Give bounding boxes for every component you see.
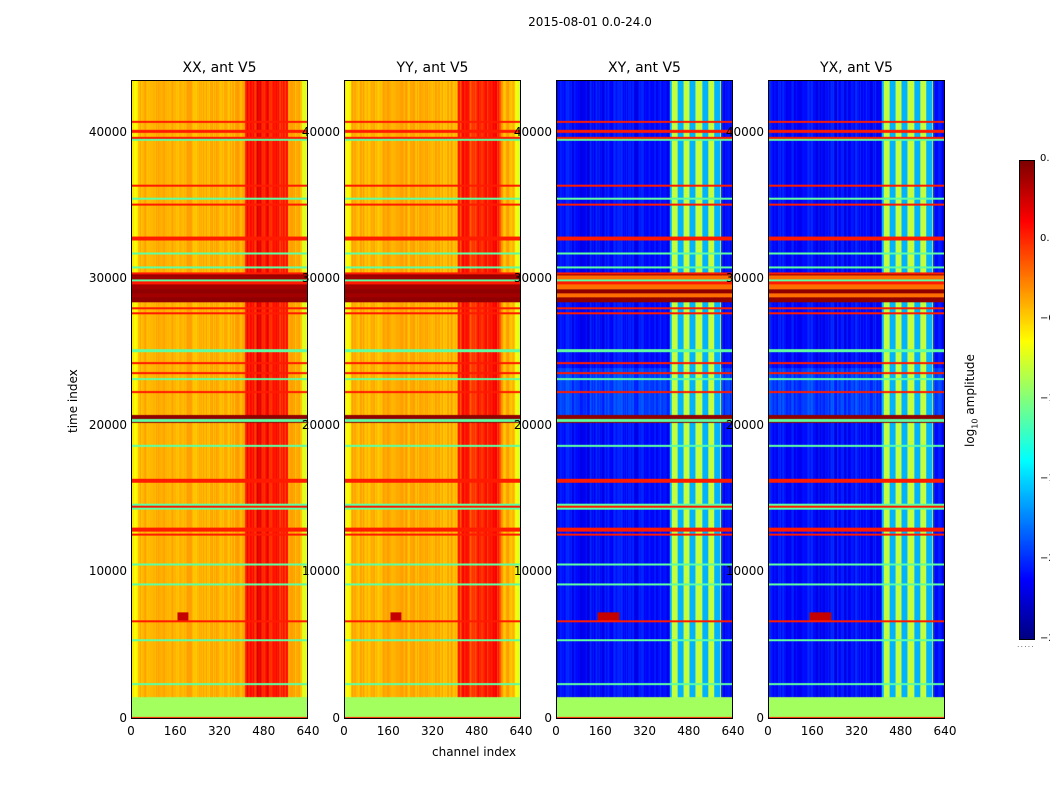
heatmap-panel-0 [131,80,308,719]
y-tick-label: 20000 [725,417,764,432]
x-tick-label: 640 [933,724,957,738]
heatmap-panel-1 [344,80,521,719]
x-tick-label: 480 [889,724,913,738]
colorbar-extension-dots: ..... [1017,640,1035,649]
x-tick-label: 320 [845,724,868,738]
heatmap-image [557,81,732,718]
x-tick-label: 480 [465,724,489,738]
x-tick-label: 320 [421,724,444,738]
y-tick-label: 10000 [301,564,340,579]
y-tick-label: 0 [119,711,127,725]
y-tick-label: 30000 [301,271,340,286]
y-tick-label: 10000 [513,564,552,579]
x-tick-label: 0 [764,724,772,738]
x-tick-label: 160 [588,724,612,738]
heatmap-image [132,81,307,718]
colorbar-tick-label: −1.0 [1040,393,1050,404]
y-tick-label: 40000 [513,124,552,139]
colorbar-gradient [1020,161,1034,639]
y-tick-label: 0 [332,711,340,725]
panel-title: XX, ant V5 [182,60,257,76]
y-tick-label: 10000 [88,564,127,579]
panel-title: XY, ant V5 [608,60,681,76]
y-tick-label: 0 [544,711,552,725]
colorbar-tick-label: −1.5 [1040,473,1050,484]
y-tick-label: 20000 [513,417,552,432]
colorbar-label: log10 amplitude [963,354,980,447]
x-tick-label: 480 [677,724,701,738]
x-tick-label: 160 [800,724,824,738]
y-tick-label: 0 [756,711,764,725]
x-tick-label: 640 [721,724,745,738]
heatmap-panel-3 [768,80,945,719]
y-tick-label: 30000 [513,271,552,286]
colorbar-tick-label: 0.5 [1040,153,1050,164]
heatmap-image [769,81,944,718]
x-tick-label: 480 [252,724,276,738]
heatmap-panel-2 [556,80,733,719]
x-tick-label: 160 [163,724,187,738]
y-tick-label: 30000 [725,271,764,286]
x-tick-label: 320 [633,724,656,738]
x-tick-label: 640 [509,724,533,738]
y-tick-label: 20000 [88,417,127,432]
x-tick-label: 0 [127,724,135,738]
y-tick-label: 30000 [88,271,127,286]
x-tick-label: 0 [552,724,560,738]
y-tick-label: 20000 [301,417,340,432]
y-tick-label: 10000 [725,564,764,579]
colorbar-tick-label: −2.0 [1040,553,1050,564]
x-tick-label: 160 [376,724,400,738]
panel-title: YY, ant V5 [396,60,469,76]
x-tick-label: 320 [208,724,231,738]
x-tick-label: 640 [296,724,320,738]
y-tick-label: 40000 [725,124,764,139]
colorbar-tick-label: −0.5 [1040,313,1050,324]
heatmap-image [345,81,520,718]
panel-title: YX, ant V5 [820,60,893,76]
colorbar-tick-label: 0.0 [1040,233,1050,244]
x-axis-label: channel index [432,745,517,759]
figure-title: 2015-08-01 0.0-24.0 [528,15,652,29]
colorbar-tick-label: −2.5 [1040,633,1050,644]
x-tick-label: 0 [340,724,348,738]
y-tick-label: 40000 [301,124,340,139]
colorbar [1019,160,1035,640]
y-tick-label: 40000 [88,124,127,139]
